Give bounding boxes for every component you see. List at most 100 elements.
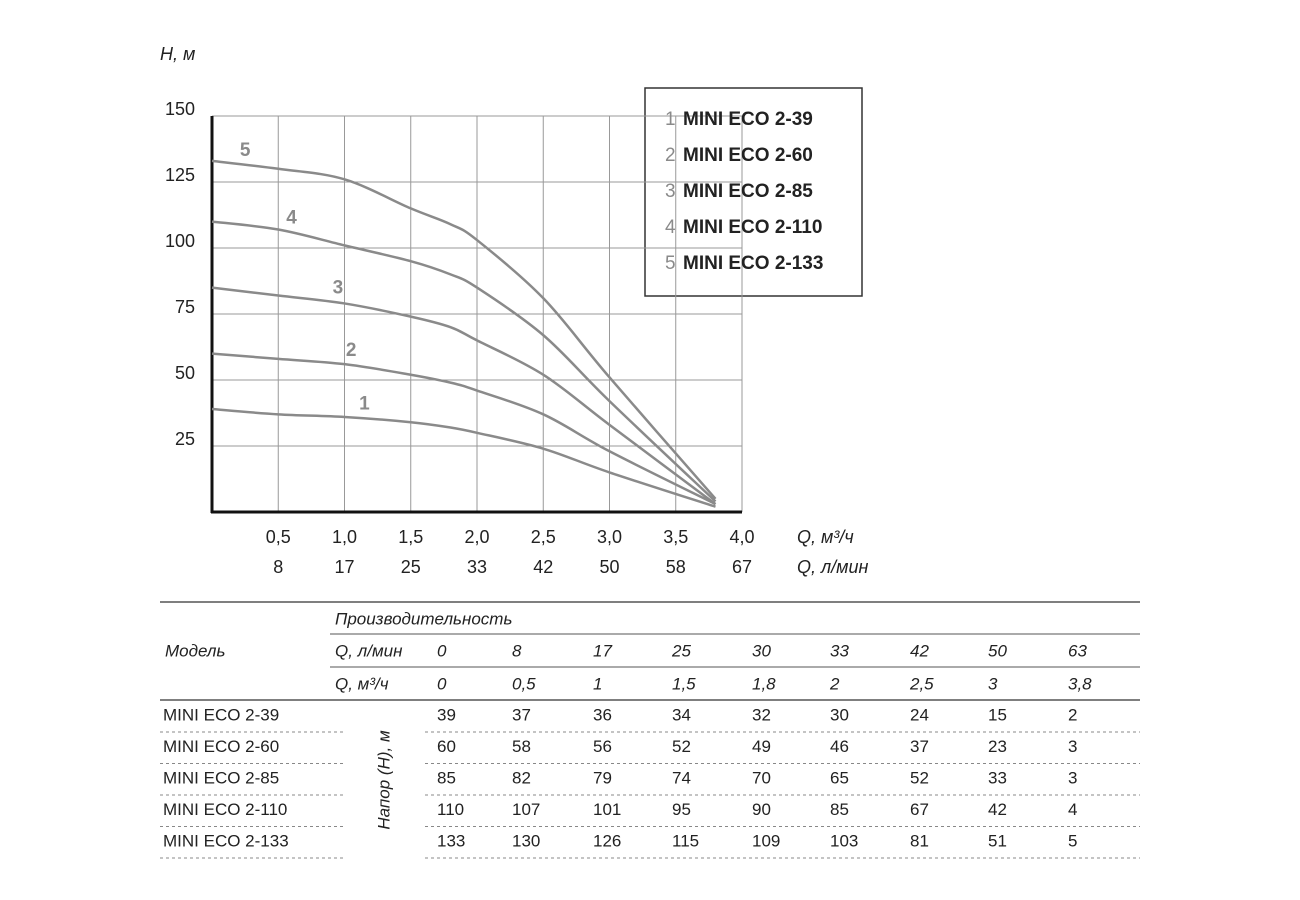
table-cell: 70 <box>752 768 771 787</box>
table-cell: 85 <box>437 768 456 787</box>
curve-label: 3 <box>333 278 344 299</box>
y-tick-label: 50 <box>175 363 195 383</box>
x-tick-label: 3,0 <box>597 527 622 547</box>
table-cell: 60 <box>437 737 456 756</box>
table-row-label: Q, м³/ч <box>335 674 389 693</box>
table-cell: 0,5 <box>512 674 536 693</box>
table-cell: 52 <box>672 737 691 756</box>
table-cell: 2 <box>1068 705 1077 724</box>
table-cell: 37 <box>910 737 929 756</box>
y-tick-label: 150 <box>165 99 195 119</box>
table-cell: 74 <box>672 768 691 787</box>
legend-number: 3 <box>665 181 676 202</box>
table-cell: 58 <box>512 737 531 756</box>
y-tick-label: 25 <box>175 429 195 449</box>
curve-label: 1 <box>359 394 370 415</box>
curve <box>211 407 716 508</box>
table-cell: 3,8 <box>1068 674 1092 693</box>
curve-label: 5 <box>240 140 251 161</box>
table-cell: 30 <box>752 641 771 660</box>
x2-tick-label: 50 <box>599 557 619 577</box>
y-tick-label: 100 <box>165 231 195 251</box>
x-tick-label: 4,0 <box>729 527 754 547</box>
legend-label: MINI ECO 2-85 <box>683 181 813 202</box>
table-cell: 3 <box>988 674 998 693</box>
table-cell: 85 <box>830 800 849 819</box>
table-cell: 39 <box>437 705 456 724</box>
curve <box>211 352 717 506</box>
table-cell: 24 <box>910 705 929 724</box>
y-tick-label: 75 <box>175 297 195 317</box>
table-cell: 33 <box>988 768 1007 787</box>
table-cell: 90 <box>752 800 771 819</box>
table-cell: 52 <box>910 768 929 787</box>
x2-tick-label: 42 <box>533 557 553 577</box>
table-cell: 107 <box>512 800 540 819</box>
table-cell: 17 <box>593 641 612 660</box>
table-cell: 1,8 <box>752 674 776 693</box>
table-cell: 103 <box>830 831 858 850</box>
table-cell: 1 <box>593 674 602 693</box>
table-cell: 42 <box>910 641 929 660</box>
table-cell: 65 <box>830 768 849 787</box>
table-cell: 34 <box>672 705 691 724</box>
table-cell: 95 <box>672 800 691 819</box>
table-cell: 115 <box>672 831 699 850</box>
table-cell: 0 <box>437 674 447 693</box>
legend-box <box>644 87 863 297</box>
legend-number: 2 <box>665 145 676 166</box>
table-cell: 25 <box>671 641 691 660</box>
table-cell: 30 <box>830 705 849 724</box>
x-tick-label: 1,5 <box>398 527 423 547</box>
legend-label: MINI ECO 2-60 <box>683 145 813 166</box>
x2-tick-label: 58 <box>666 557 686 577</box>
table-model: MINI ECO 2-60 <box>163 737 279 756</box>
table-cell: 110 <box>437 800 464 819</box>
table-cell: 42 <box>988 800 1007 819</box>
table-cell: 0 <box>437 641 447 660</box>
table-cell: 3 <box>1068 768 1077 787</box>
x-tick-label: 1,0 <box>332 527 357 547</box>
x2-tick-label: 8 <box>273 557 283 577</box>
curve <box>211 286 717 506</box>
table-cell: 37 <box>512 705 531 724</box>
table-cell: 81 <box>910 831 929 850</box>
x-axis-label: Q, м³/ч <box>797 527 854 547</box>
x2-axis-label: Q, л/мин <box>797 557 869 577</box>
table-cell: 2,5 <box>909 674 934 693</box>
legend-label: MINI ECO 2-110 <box>683 217 822 238</box>
y-tick-label: 125 <box>165 165 195 185</box>
x2-tick-label: 33 <box>467 557 487 577</box>
table-cell: 23 <box>988 737 1007 756</box>
table-row-label: Q, л/мин <box>335 641 403 660</box>
curve-label: 4 <box>286 208 297 229</box>
x2-tick-label: 17 <box>334 557 354 577</box>
table-cell: 49 <box>752 737 771 756</box>
table-cell: 133 <box>437 831 465 850</box>
table-cell: 130 <box>512 831 540 850</box>
x-tick-label: 3,5 <box>663 527 688 547</box>
x-tick-label: 0,5 <box>266 527 291 547</box>
y-axis-label: H, м <box>160 44 195 64</box>
table-model: MINI ECO 2-39 <box>163 705 279 724</box>
table-cell: 46 <box>830 737 849 756</box>
table-cell: 32 <box>752 705 771 724</box>
x2-tick-label: 25 <box>401 557 421 577</box>
table-cell: 109 <box>752 831 780 850</box>
table-cell: 1,5 <box>672 674 696 693</box>
table-cell: 79 <box>593 768 612 787</box>
table-title: Производительность <box>335 609 512 628</box>
table-cell: 56 <box>593 737 612 756</box>
legend-label: MINI ECO 2-39 <box>683 109 813 130</box>
table-cell: 36 <box>593 705 612 724</box>
legend-label: MINI ECO 2-133 <box>683 253 823 274</box>
legend-number: 5 <box>665 253 676 274</box>
table-cell: 126 <box>593 831 621 850</box>
table-model: MINI ECO 2-133 <box>163 831 289 850</box>
table-cell: 33 <box>830 641 849 660</box>
table-model-header: Модель <box>165 641 225 660</box>
table-cell: 4 <box>1068 800 1077 819</box>
curve-label: 2 <box>346 340 357 361</box>
